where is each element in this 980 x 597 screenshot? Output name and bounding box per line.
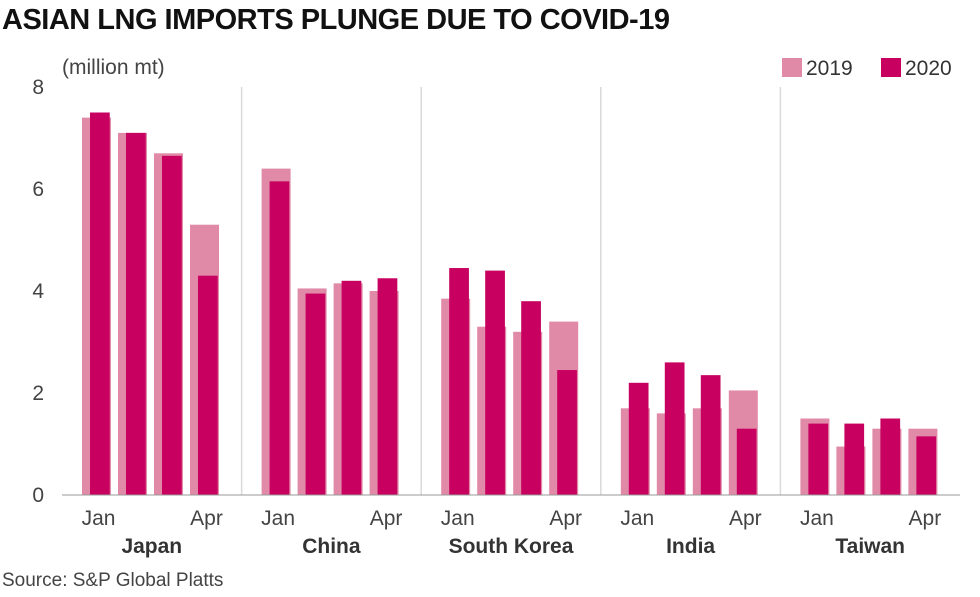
month-tick-label: Jan (800, 507, 834, 530)
bar-2020 (880, 418, 901, 495)
unit-label: (million mt) (62, 56, 165, 79)
bar-2020 (485, 270, 505, 495)
source-note: Source: S&P Global Platts (2, 570, 224, 591)
y-tick-label: 6 (32, 178, 44, 201)
bar-2020 (198, 275, 218, 495)
bar-2020 (377, 278, 398, 495)
bar-2020 (916, 436, 937, 495)
month-tick-label: Apr (370, 507, 403, 530)
bar-2020 (557, 370, 577, 495)
y-tick-label: 0 (32, 484, 44, 507)
y-tick-label: 2 (32, 382, 44, 405)
bar-2020 (808, 423, 829, 495)
month-tick-label: Jan (261, 507, 295, 530)
country-label: Japan (121, 535, 182, 558)
bar-2020 (162, 155, 182, 495)
bar-2020 (736, 428, 757, 495)
bar-2020 (90, 112, 110, 495)
country-label: India (666, 535, 715, 558)
bar-2020 (628, 382, 649, 495)
y-tick-label: 4 (32, 280, 44, 303)
legend-swatch-2020 (881, 58, 901, 77)
y-tick-label: 8 (32, 76, 44, 99)
chart-title: ASIAN LNG IMPORTS PLUNGE DUE TO COVID-19 (2, 4, 670, 36)
country-label: South Korea (449, 535, 574, 558)
month-tick-label: Jan (82, 507, 116, 530)
bar-2020 (305, 293, 326, 495)
bar-2020 (664, 362, 685, 495)
group-separators (240, 87, 782, 495)
bar-2020 (844, 423, 865, 495)
month-tick-label: Jan (441, 507, 475, 530)
bar-2020 (700, 375, 721, 495)
bars (82, 112, 938, 496)
legend: 2019 2020 (782, 57, 952, 80)
month-tick-label: Jan (620, 507, 654, 530)
legend-swatch-2019 (782, 58, 802, 77)
country-label: China (302, 535, 361, 558)
month-tick-label: Apr (729, 507, 762, 530)
bar-2020 (126, 132, 146, 495)
bar-2020 (521, 301, 541, 495)
month-tick-label: Apr (190, 507, 223, 530)
y-axis: 0 2 4 6 8 (32, 76, 44, 507)
legend-label-2020: 2020 (905, 57, 952, 80)
country-label: Taiwan (835, 535, 905, 558)
bar-2020 (449, 268, 469, 495)
month-tick-label: Apr (549, 507, 582, 530)
bar-2020 (269, 181, 290, 495)
month-tick-label: Apr (909, 507, 942, 530)
legend-label-2019: 2019 (806, 57, 853, 80)
bar-2020 (341, 280, 362, 495)
